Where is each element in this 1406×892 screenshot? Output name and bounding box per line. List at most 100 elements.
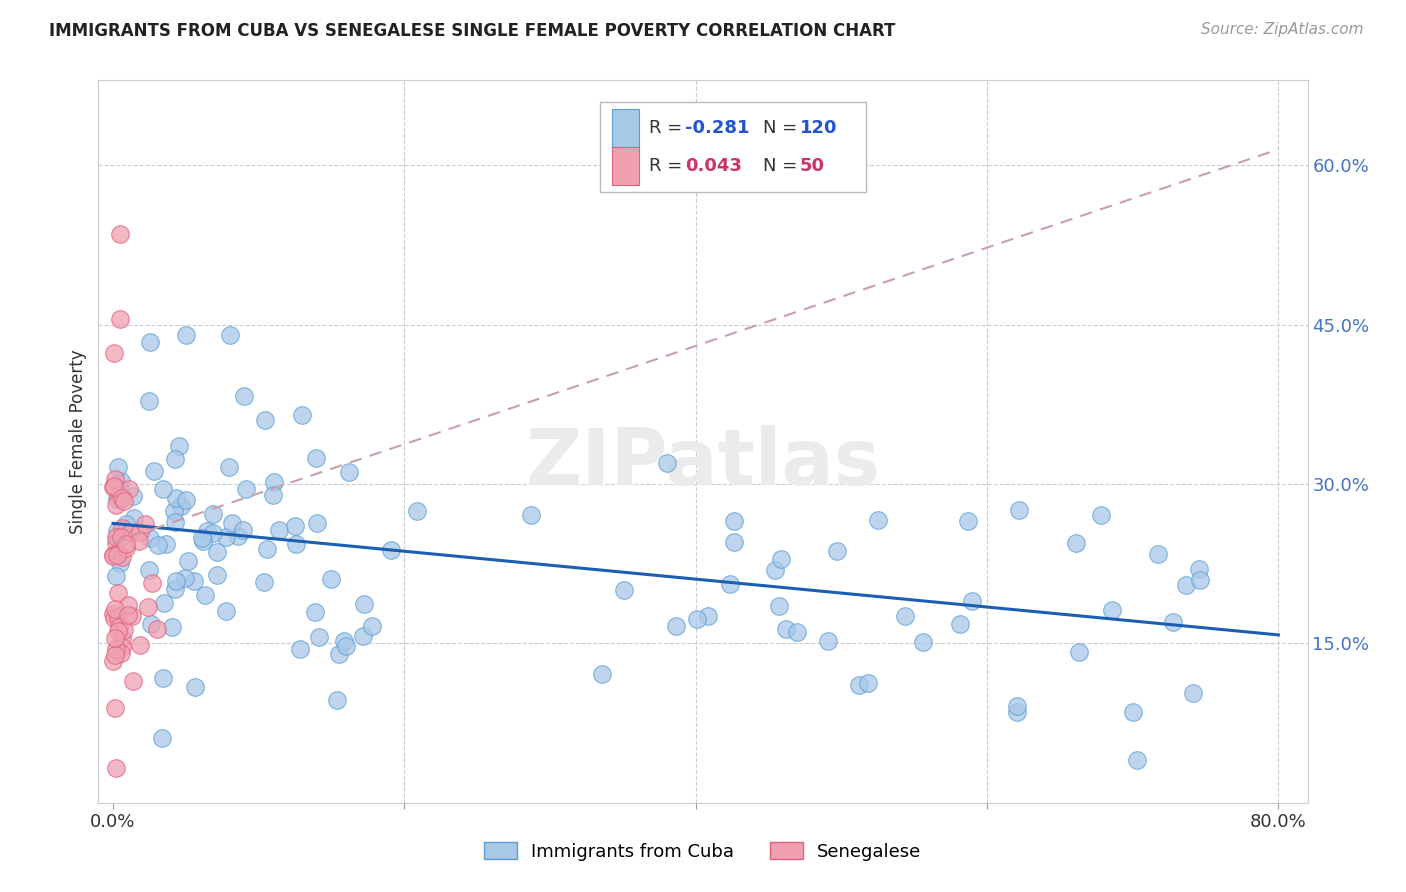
- Point: [1147, 547, 1170, 561]
- Point: [108, 481, 131, 495]
- Point: [104, 631, 127, 645]
- Point: [155, 537, 177, 551]
- Point: [949, 617, 972, 632]
- Point: [894, 609, 917, 624]
- Point: [190, 531, 212, 545]
- Point: [129, 638, 152, 652]
- Point: [962, 593, 984, 607]
- Point: [256, 541, 278, 556]
- Point: [110, 474, 132, 488]
- Point: [215, 604, 238, 618]
- Point: [1188, 562, 1211, 576]
- Text: 120: 120: [800, 119, 837, 137]
- Point: [657, 456, 679, 470]
- Point: [146, 538, 169, 552]
- Text: R =: R =: [648, 119, 688, 137]
- Point: [105, 548, 128, 562]
- Point: [613, 583, 636, 598]
- Point: [769, 552, 792, 566]
- Point: [195, 524, 218, 538]
- Point: [138, 394, 160, 409]
- Point: [110, 529, 132, 543]
- Point: [104, 641, 127, 656]
- Point: [139, 531, 162, 545]
- Point: [104, 648, 127, 662]
- Point: [110, 549, 132, 564]
- Point: [232, 523, 254, 537]
- Point: [226, 529, 249, 543]
- Bar: [613, 147, 638, 185]
- Point: [291, 408, 314, 422]
- Point: [110, 227, 132, 242]
- Point: [136, 599, 159, 614]
- Point: [201, 507, 224, 521]
- Point: [825, 544, 848, 558]
- Point: [335, 640, 357, 654]
- Point: [686, 612, 709, 626]
- Point: [817, 634, 839, 648]
- Point: [104, 498, 127, 512]
- Point: [105, 761, 128, 775]
- Text: Source: ZipAtlas.com: Source: ZipAtlas.com: [1201, 22, 1364, 37]
- Point: [141, 575, 163, 590]
- Point: [117, 607, 139, 622]
- Point: [288, 641, 311, 656]
- Point: [263, 475, 285, 489]
- Point: [956, 515, 979, 529]
- Point: [103, 607, 125, 621]
- Point: [353, 598, 375, 612]
- Text: 50: 50: [800, 157, 825, 175]
- Point: [138, 563, 160, 577]
- Point: [184, 680, 207, 694]
- Point: [134, 516, 156, 531]
- Point: [111, 640, 134, 655]
- Point: [110, 312, 132, 326]
- Point: [108, 556, 131, 570]
- Text: N =: N =: [763, 119, 803, 137]
- Point: [163, 504, 186, 518]
- Point: [122, 489, 145, 503]
- Point: [165, 574, 187, 588]
- Point: [253, 574, 276, 589]
- Point: [768, 599, 790, 613]
- Point: [262, 488, 284, 502]
- Text: N =: N =: [763, 157, 803, 175]
- Point: [912, 634, 935, 648]
- Point: [107, 488, 129, 502]
- Point: [519, 508, 541, 522]
- Point: [337, 466, 360, 480]
- Point: [775, 622, 797, 636]
- Point: [160, 620, 183, 634]
- Point: [177, 554, 200, 568]
- Point: [152, 596, 174, 610]
- Point: [104, 472, 127, 486]
- Point: [1005, 699, 1028, 714]
- Point: [101, 548, 124, 562]
- Y-axis label: Single Female Poverty: Single Female Poverty: [69, 350, 87, 533]
- Point: [170, 499, 193, 513]
- Point: [121, 673, 143, 688]
- Point: [107, 620, 129, 634]
- Text: 0.043: 0.043: [685, 157, 742, 175]
- Point: [194, 588, 217, 602]
- Point: [1090, 508, 1112, 523]
- Point: [107, 586, 129, 600]
- Point: [128, 533, 150, 548]
- Point: [105, 492, 128, 507]
- Point: [114, 537, 136, 551]
- Point: [174, 571, 197, 585]
- Point: [253, 413, 276, 427]
- Point: [763, 562, 786, 576]
- Point: [218, 460, 240, 475]
- Point: [111, 491, 134, 505]
- Point: [1005, 705, 1028, 719]
- Point: [139, 616, 162, 631]
- Point: [333, 634, 356, 648]
- Point: [191, 534, 214, 549]
- Point: [235, 482, 257, 496]
- Point: [1008, 503, 1031, 517]
- Point: [848, 678, 870, 692]
- Point: [115, 516, 138, 531]
- Point: [104, 535, 127, 549]
- Point: [1064, 535, 1087, 549]
